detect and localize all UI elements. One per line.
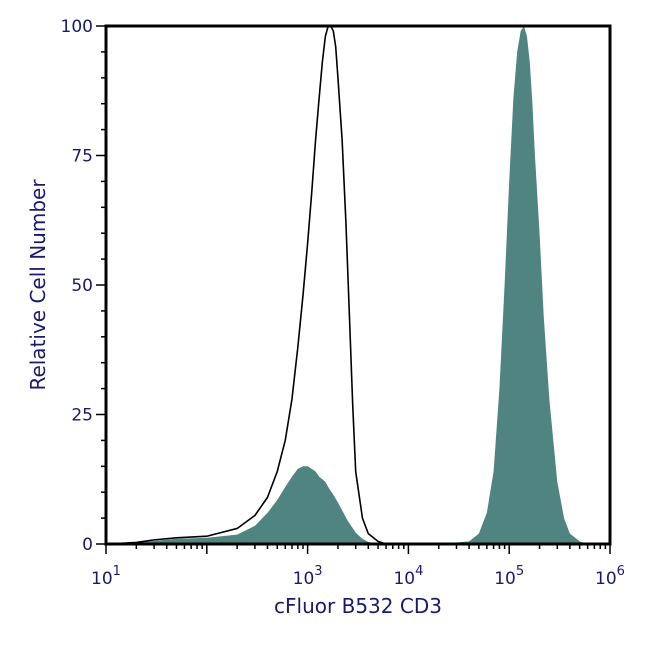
- y-tick-label: 25: [71, 406, 93, 426]
- series-1-filled-histogram: [106, 26, 610, 544]
- x-tick-label: 101: [91, 564, 121, 589]
- y-tick-label: 100: [61, 17, 93, 37]
- y-tick-label: 75: [71, 147, 93, 167]
- series-0-outline-histogram: [105, 25, 409, 545]
- x-tick-label: 106: [595, 564, 625, 589]
- y-tick-label: 50: [71, 276, 93, 296]
- x-tick-label: 105: [494, 564, 524, 589]
- axes: 0 25 50 75 100 101 103 104 105 106: [61, 17, 625, 589]
- y-tick-label: 0: [82, 535, 93, 555]
- y-axis-title: Relative Cell Number: [26, 179, 50, 391]
- x-tick-label: 103: [293, 564, 323, 589]
- x-axis-title: cFluor B532 CD3: [274, 594, 442, 618]
- x-tick-label: 104: [393, 564, 423, 589]
- plot-frame: [104, 24, 612, 546]
- plot-area: [105, 25, 610, 545]
